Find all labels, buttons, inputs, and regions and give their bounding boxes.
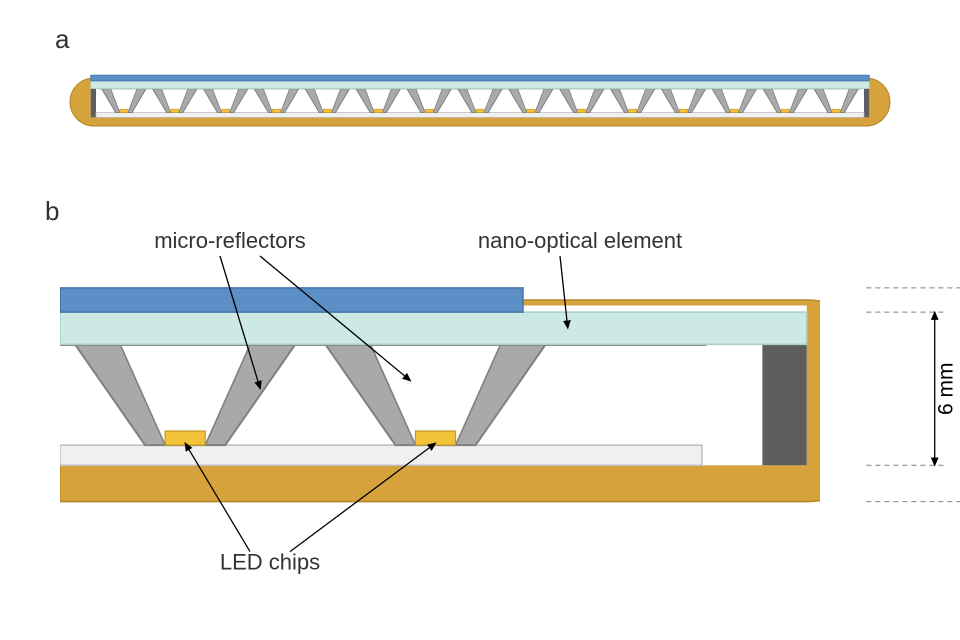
led-chip xyxy=(629,109,637,112)
svg-text:b: b xyxy=(45,196,59,226)
nano-optical-element xyxy=(91,81,870,89)
led-chip xyxy=(120,109,128,112)
figure-diagram: a b micro-reflectors nano-optical element LE… xyxy=(0,0,960,640)
led-chip xyxy=(832,109,840,112)
nano-optical-element xyxy=(60,312,807,344)
label-micro-reflectors: micro-reflectors xyxy=(154,228,306,253)
led-chip xyxy=(730,109,738,112)
led-chip xyxy=(171,109,179,112)
substrate xyxy=(60,445,702,465)
led-chip xyxy=(374,109,382,112)
dimension-6mm-label: 6 mm xyxy=(935,362,958,415)
svg-text:a: a xyxy=(55,24,70,54)
led-chip xyxy=(323,109,331,112)
led-chip xyxy=(272,109,280,112)
led-chip xyxy=(165,431,205,445)
led-chip xyxy=(425,109,433,112)
top-cover xyxy=(91,75,870,81)
substrate xyxy=(96,113,864,118)
led-chip xyxy=(578,109,586,112)
led-chip xyxy=(476,109,484,112)
led-chip xyxy=(222,109,230,112)
panel-b xyxy=(55,288,907,502)
top-cover xyxy=(60,288,523,312)
panel-a xyxy=(70,75,890,126)
led-chip xyxy=(527,109,535,112)
led-chip xyxy=(781,109,789,112)
led-chip xyxy=(679,109,687,112)
side-spacer xyxy=(762,344,806,465)
label-nano-optical: nano-optical element xyxy=(478,228,682,253)
led-chip xyxy=(415,431,455,445)
label-led-chips: LED chips xyxy=(220,550,320,575)
